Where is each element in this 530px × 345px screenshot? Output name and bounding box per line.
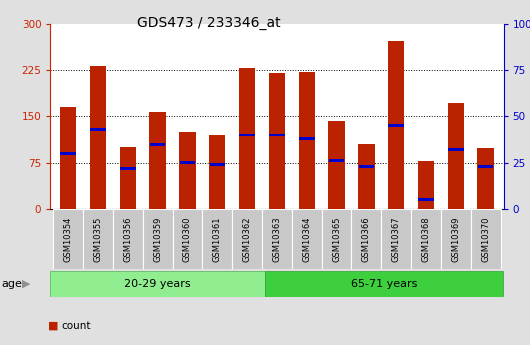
Bar bbox=[83, 209, 113, 269]
Text: GSM10362: GSM10362 bbox=[243, 216, 252, 262]
Bar bbox=[265, 271, 504, 297]
Bar bbox=[351, 209, 381, 269]
Text: GSM10364: GSM10364 bbox=[302, 216, 311, 262]
Bar bbox=[478, 148, 494, 209]
Bar bbox=[180, 161, 195, 164]
Bar bbox=[262, 209, 292, 269]
Bar bbox=[179, 132, 196, 209]
Bar bbox=[329, 159, 345, 162]
Text: age: age bbox=[1, 279, 22, 289]
Bar bbox=[60, 107, 76, 209]
Bar bbox=[298, 72, 315, 209]
Text: 65-71 years: 65-71 years bbox=[351, 279, 418, 289]
Bar bbox=[388, 124, 404, 127]
Bar bbox=[120, 167, 136, 169]
Bar bbox=[448, 148, 464, 151]
Text: GDS473 / 233346_at: GDS473 / 233346_at bbox=[137, 16, 281, 30]
Bar bbox=[322, 209, 351, 269]
Text: GSM10366: GSM10366 bbox=[362, 216, 371, 262]
Bar bbox=[381, 209, 411, 269]
Bar bbox=[60, 152, 76, 155]
Text: GSM10356: GSM10356 bbox=[123, 216, 132, 262]
Bar bbox=[359, 165, 374, 168]
Bar bbox=[269, 73, 285, 209]
Text: GSM10368: GSM10368 bbox=[421, 216, 430, 262]
Bar bbox=[120, 147, 136, 209]
Bar bbox=[143, 209, 173, 269]
Text: GSM10370: GSM10370 bbox=[481, 216, 490, 262]
Text: GSM10354: GSM10354 bbox=[64, 216, 73, 262]
Bar bbox=[150, 143, 165, 146]
Bar bbox=[329, 121, 345, 209]
Bar bbox=[411, 209, 441, 269]
Bar bbox=[54, 209, 83, 269]
Text: GSM10360: GSM10360 bbox=[183, 216, 192, 262]
Bar bbox=[299, 137, 314, 140]
Bar bbox=[239, 68, 255, 209]
Bar bbox=[292, 209, 322, 269]
Bar bbox=[90, 128, 106, 131]
Text: GSM10367: GSM10367 bbox=[392, 216, 401, 262]
Text: ▶: ▶ bbox=[22, 279, 31, 289]
Text: count: count bbox=[61, 321, 91, 331]
Bar bbox=[448, 103, 464, 209]
Text: GSM10355: GSM10355 bbox=[94, 216, 102, 262]
Text: GSM10359: GSM10359 bbox=[153, 216, 162, 262]
Bar bbox=[50, 271, 265, 297]
Bar bbox=[90, 66, 106, 209]
Bar bbox=[202, 209, 232, 269]
Bar bbox=[388, 41, 404, 209]
Bar bbox=[173, 209, 202, 269]
Bar bbox=[478, 165, 493, 168]
Text: 20-29 years: 20-29 years bbox=[125, 279, 191, 289]
Text: GSM10369: GSM10369 bbox=[452, 216, 460, 262]
Bar bbox=[240, 134, 255, 136]
Bar bbox=[209, 163, 225, 166]
Bar bbox=[209, 135, 225, 209]
Bar bbox=[232, 209, 262, 269]
Bar bbox=[418, 198, 434, 201]
Text: GSM10365: GSM10365 bbox=[332, 216, 341, 262]
Text: GSM10363: GSM10363 bbox=[272, 216, 281, 262]
Bar bbox=[269, 134, 285, 136]
Bar bbox=[358, 144, 375, 209]
Bar bbox=[471, 209, 500, 269]
Bar bbox=[149, 111, 166, 209]
Bar bbox=[113, 209, 143, 269]
Text: GSM10361: GSM10361 bbox=[213, 216, 222, 262]
Text: ■: ■ bbox=[48, 321, 58, 331]
Bar bbox=[418, 161, 434, 209]
Bar bbox=[441, 209, 471, 269]
